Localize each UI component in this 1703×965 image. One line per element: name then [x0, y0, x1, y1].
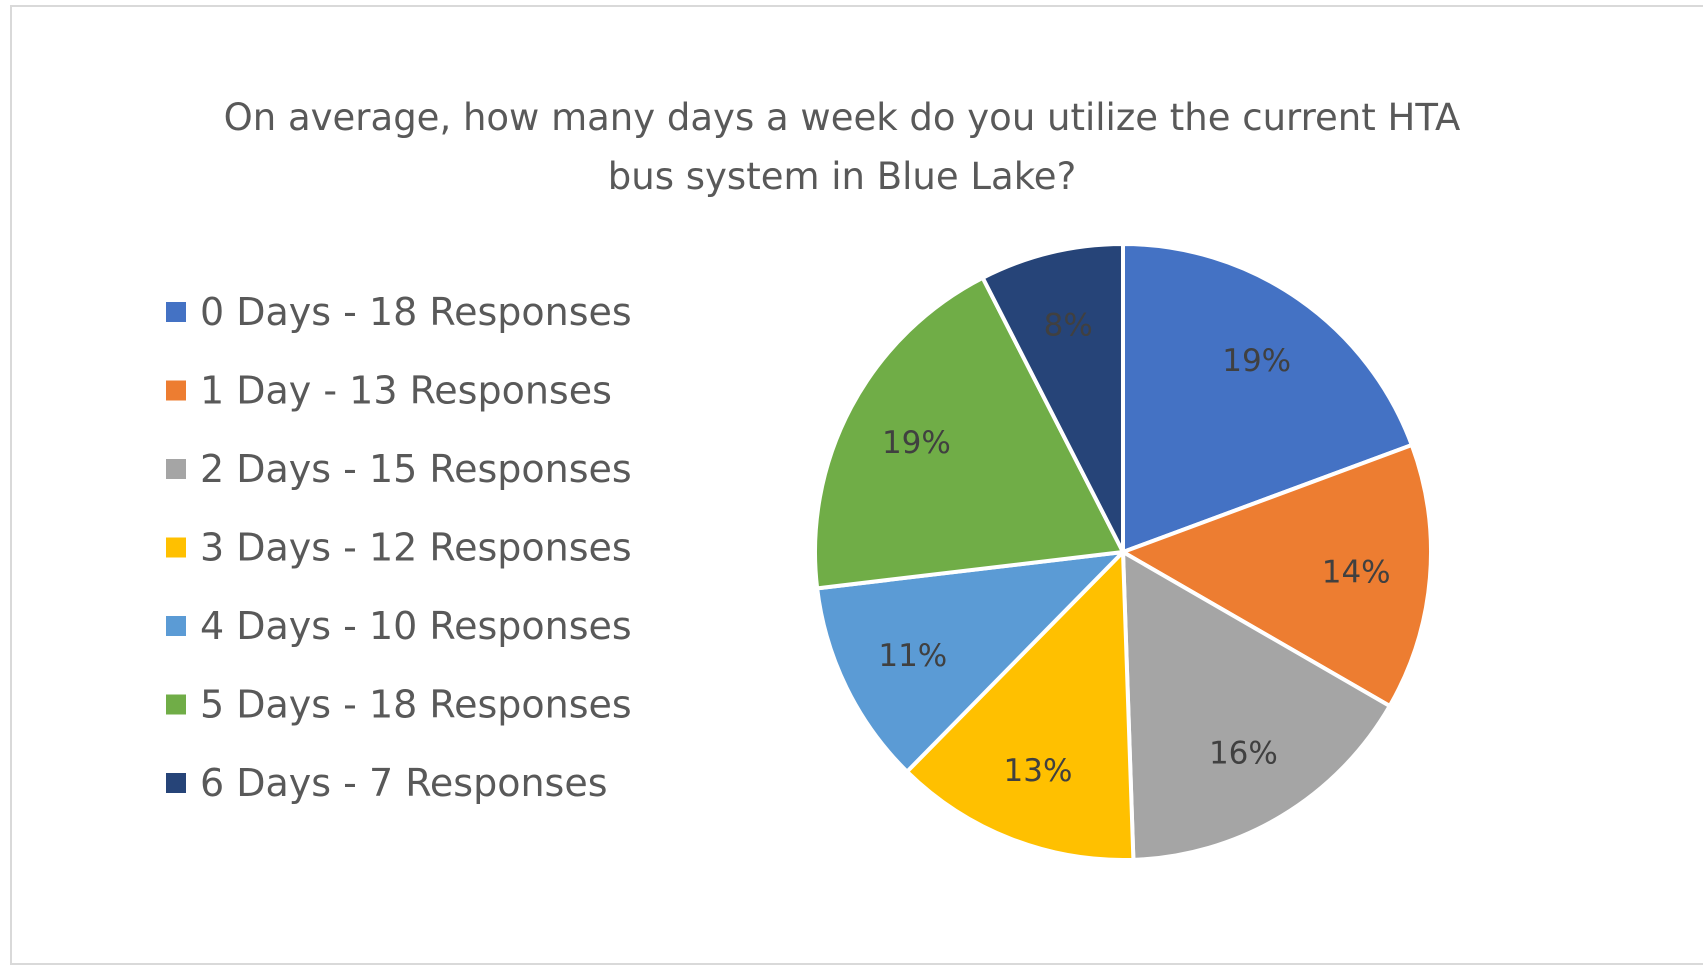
pie-slice-5 [813, 275, 1125, 591]
pie-slice-4 [815, 550, 1125, 774]
pie-slice-0 [1121, 242, 1414, 554]
data-label-3: 13% [1004, 753, 1073, 789]
data-label-5: 19% [882, 425, 951, 461]
data-label-4: 11% [878, 638, 947, 674]
pie-slice-2 [1121, 550, 1392, 862]
legend-swatch-3 [166, 537, 186, 558]
pie-slice-1 [1121, 443, 1433, 708]
pie-data-labels: 19% 14% 16% 13% 11% 19% 8% [878, 307, 1390, 789]
chart-legend: 0 Days - 18 Responses 1 Day - 13 Response… [166, 290, 632, 805]
pie-slices [813, 242, 1433, 862]
legend-swatch-0 [166, 302, 186, 322]
legend-label-1: 1 Day - 13 Responses [200, 369, 612, 413]
data-label-2: 16% [1209, 736, 1278, 772]
legend-swatch-2 [166, 459, 186, 479]
pie-slice-3 [905, 550, 1136, 862]
legend-label-0: 0 Days - 18 Responses [200, 290, 632, 334]
legend-label-4: 4 Days - 10 Responses [200, 604, 632, 648]
legend-label-3: 3 Days - 12 Responses [200, 526, 632, 570]
legend-label-2: 2 Days - 15 Responses [200, 447, 632, 491]
pie-chart: On average, how many days a week do you … [166, 96, 1461, 862]
legend-label-6: 6 Days - 7 Responses [200, 761, 608, 805]
legend-swatch-4 [166, 616, 186, 636]
data-label-6: 8% [1044, 307, 1093, 343]
data-label-1: 14% [1322, 555, 1391, 591]
chart-title-line-2: bus system in Blue Lake? [608, 155, 1076, 198]
legend-swatch-6 [166, 773, 186, 793]
legend-label-5: 5 Days - 18 Responses [200, 683, 632, 727]
data-label-0: 19% [1222, 343, 1291, 379]
chart-title-line-1: On average, how many days a week do you … [224, 96, 1461, 139]
legend-swatch-1 [166, 380, 186, 401]
pie-slice-6 [980, 242, 1125, 554]
legend-swatch-5 [166, 694, 186, 715]
